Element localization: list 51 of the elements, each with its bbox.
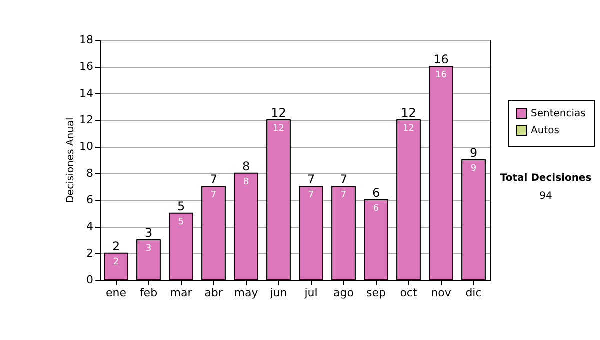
x-tick-label: ene <box>106 286 127 300</box>
total-label: 7 <box>307 172 316 187</box>
total-label: 6 <box>372 186 380 200</box>
y-tick-label: 10 <box>80 140 94 154</box>
data-label: 7 <box>340 190 347 201</box>
total-label: 12 <box>401 106 416 120</box>
x-tick-label: jun <box>269 286 288 300</box>
x-tick-label: jul <box>304 286 318 300</box>
total-label: 5 <box>177 199 186 214</box>
y-tick-label: 14 <box>80 86 94 100</box>
y-tick-label: 4 <box>86 220 94 234</box>
y-tick-label: 0 <box>86 274 94 286</box>
y-axis-title: Decisiones Anual <box>66 118 77 204</box>
x-tick-label: may <box>234 286 259 300</box>
data-label: 3 <box>146 244 152 254</box>
total-label: 9 <box>470 146 478 160</box>
text: 94 <box>540 191 552 202</box>
total-label: 8 <box>242 159 250 174</box>
data-label: 9 <box>470 164 477 174</box>
legend-label: Autos <box>531 126 560 136</box>
x-tick-label: ago <box>334 286 354 300</box>
data-label: 7 <box>308 190 314 201</box>
x-tick-label: dic <box>466 286 482 300</box>
data-label: 16 <box>436 70 448 81</box>
y-tick-label: 6 <box>86 194 94 206</box>
total-label: 3 <box>144 226 153 240</box>
legend-label: Sentencias <box>531 108 586 120</box>
data-label: 7 <box>210 190 217 201</box>
x-tick-label: mar <box>170 286 193 300</box>
y-tick-label: 16 <box>80 60 94 74</box>
x-tick-label: nov <box>431 286 452 300</box>
x-tick-label: oct <box>400 286 418 300</box>
data-label: 2 <box>113 257 120 268</box>
x-tick-label: feb <box>140 286 158 300</box>
data-label: 5 <box>178 217 184 228</box>
data-label: 12 <box>273 124 284 134</box>
total-label: 7 <box>210 172 218 187</box>
y-tick-label: 12 <box>80 114 94 126</box>
y-tick-label: 2 <box>86 246 94 260</box>
total-label: 12 <box>271 106 286 120</box>
total-label: 16 <box>434 52 449 67</box>
data-label: 8 <box>243 177 250 188</box>
x-tick-label: abr <box>204 286 224 300</box>
y-tick-label: 18 <box>80 34 94 46</box>
data-label: 12 <box>403 124 414 134</box>
data-label: 6 <box>373 204 380 214</box>
y-tick-label: 8 <box>86 166 94 180</box>
total-label: 7 <box>340 172 348 187</box>
x-tick-label: sep <box>366 286 386 300</box>
text: Total Decisiones <box>500 173 592 184</box>
total-label: 2 <box>112 239 120 254</box>
